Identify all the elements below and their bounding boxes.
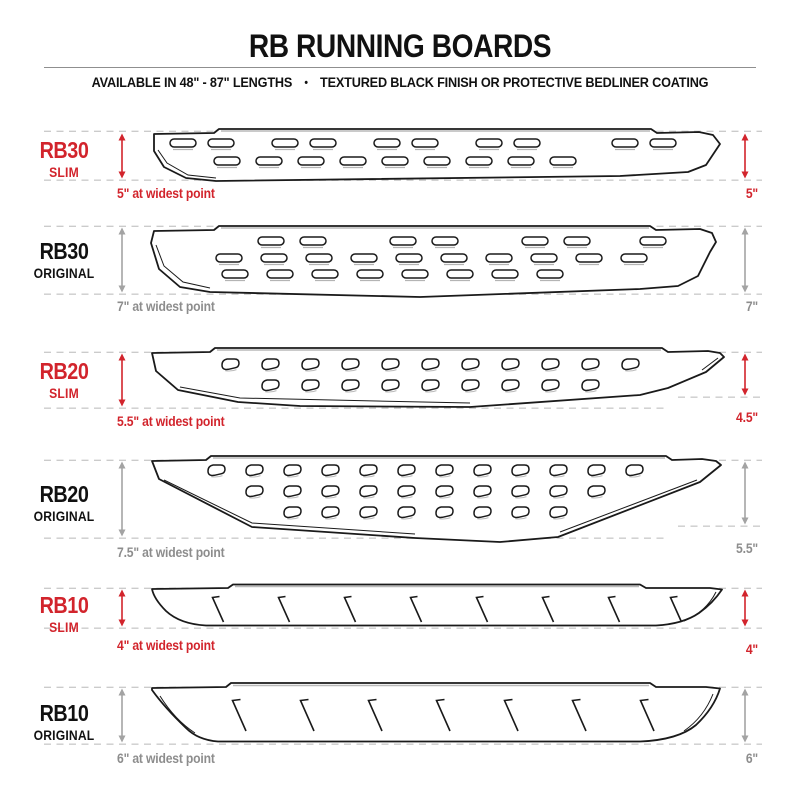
row-label-rb20-original: RB20 ORIGINAL [8,483,120,524]
model-label: RB10 [39,700,89,726]
variant-label: SLIM [49,165,79,180]
widest-point-note: 4" at widest point [117,638,215,653]
row-label-rb10-original: RB10 ORIGINAL [8,702,120,743]
measure-arrow-icon [118,688,126,743]
height-note: 7" [745,299,758,314]
model-label: RB20 [39,481,89,507]
model-label: RB30 [39,238,89,264]
board-illustration-rb10-slim [44,583,762,629]
row-label-rb10-slim: RB10 SLIM [8,594,120,635]
height-note: 5" [745,186,758,201]
variant-label: SLIM [49,386,79,401]
dashed-guide-lines [44,351,762,409]
board-outline [151,455,722,543]
widest-point-note: 5" at widest point [117,186,215,201]
model-label: RB10 [39,592,89,618]
measure-arrow-icon [741,461,749,525]
subtitle: AVAILABLE IN 48" - 87" LENGTHS • TEXTURE… [24,75,776,90]
row-label-rb30-slim: RB30 SLIM [8,139,120,180]
board-illustration-rb20-slim [44,347,762,409]
height-note: 4.5" [736,410,758,425]
subtitle-finish: TEXTURED BLACK FINISH OR PROTECTIVE BEDL… [320,75,709,90]
measure-arrow-icon [118,133,126,179]
measure-arrow-icon [741,688,749,743]
measure-arrow-icon [741,589,749,627]
widest-point-note: 7" at widest point [117,299,215,314]
dashed-guide-lines [44,459,762,539]
board-outline [151,583,723,627]
measure-arrow-icon [118,353,126,407]
height-note: 6" [745,751,758,766]
measure-arrow-icon [741,227,749,293]
variant-label: ORIGINAL [33,728,95,743]
variant-label: ORIGINAL [33,509,95,524]
title-divider [44,67,756,68]
subtitle-lengths: AVAILABLE IN 48" - 87" LENGTHS [91,75,293,90]
widest-point-note: 5.5" at widest point [117,414,225,429]
model-label: RB20 [39,358,89,384]
board-illustration-rb30-slim [44,128,762,182]
height-note: 4" [745,642,758,657]
measure-arrow-icon [118,589,126,627]
variant-label: SLIM [49,620,79,635]
board-illustration-rb30-original [44,225,762,298]
widest-point-note: 6" at widest point [117,751,215,766]
board-outline [151,347,725,408]
variant-label: ORIGINAL [33,266,95,281]
board-illustration-rb20-original [44,455,762,543]
measure-arrow-icon [118,461,126,537]
board-outline [151,682,721,743]
bullet-separator-icon: • [304,76,308,89]
widest-point-note: 7.5" at widest point [117,545,225,560]
model-label: RB30 [39,137,89,163]
measure-arrow-icon [118,227,126,293]
measure-arrow-icon [741,133,749,179]
page-title: RB RUNNING BOARDS [248,28,552,64]
row-label-rb20-slim: RB20 SLIM [8,360,120,401]
height-note: 5.5" [736,541,758,556]
board-outline [153,128,721,182]
measure-arrow-icon [741,353,749,396]
row-label-rb30-original: RB30 ORIGINAL [8,240,120,281]
board-illustration-rb10-original [44,682,762,745]
